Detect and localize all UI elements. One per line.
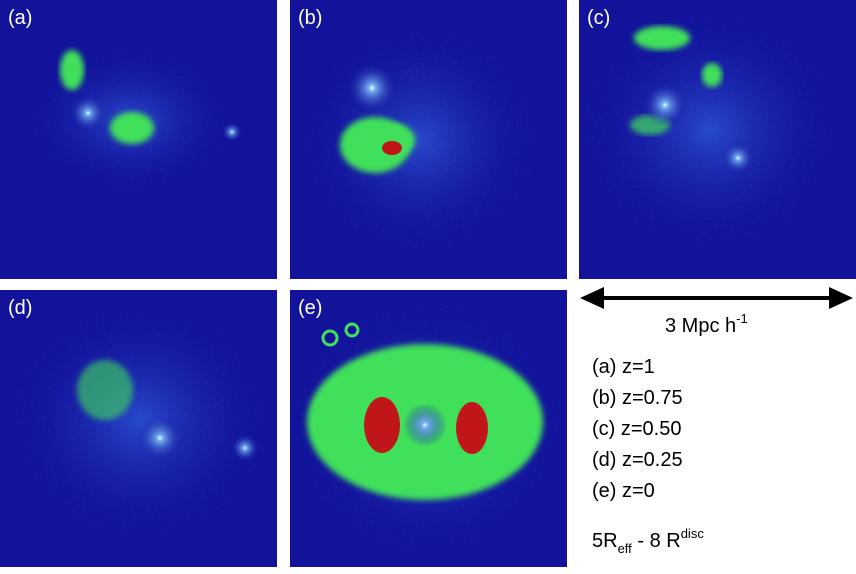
legend: (a) z=1 (b) z=0.75 (c) z=0.50 (d) z=0.25…: [592, 356, 683, 502]
legend-item: (c) z=0.50: [592, 418, 681, 440]
panel: (b): [290, 0, 567, 279]
panel: (d): [0, 290, 277, 567]
scale-superscript: -1: [736, 311, 748, 326]
legend-item: (b) z=0.75: [592, 387, 683, 409]
panel-label: (b): [298, 7, 322, 29]
scale-label: 3 Mpc h-1: [665, 311, 748, 337]
footnote-text: 5R: [592, 530, 618, 552]
footnote-sub: eff: [618, 541, 633, 556]
scale-bar: 3 Mpc h-1: [580, 287, 853, 337]
footnote: 5Reff - 8 Rdisc: [592, 526, 704, 556]
legend-item: (e) z=0: [592, 480, 655, 502]
legend-item: (a) z=1: [592, 356, 655, 378]
panel: (c): [579, 0, 856, 279]
legend-item: (d) z=0.25: [592, 449, 683, 471]
panel: (e): [290, 290, 567, 567]
panel-label: (d): [8, 297, 32, 319]
scale-text: 3 Mpc h: [665, 315, 736, 337]
footnote-text: - 8 R: [632, 530, 681, 552]
panel-label: (e): [298, 297, 322, 319]
panel-label: (c): [587, 7, 610, 29]
panel-label: (a): [8, 7, 32, 29]
panel: (a): [0, 0, 277, 279]
footnote-sup: disc: [681, 526, 705, 541]
